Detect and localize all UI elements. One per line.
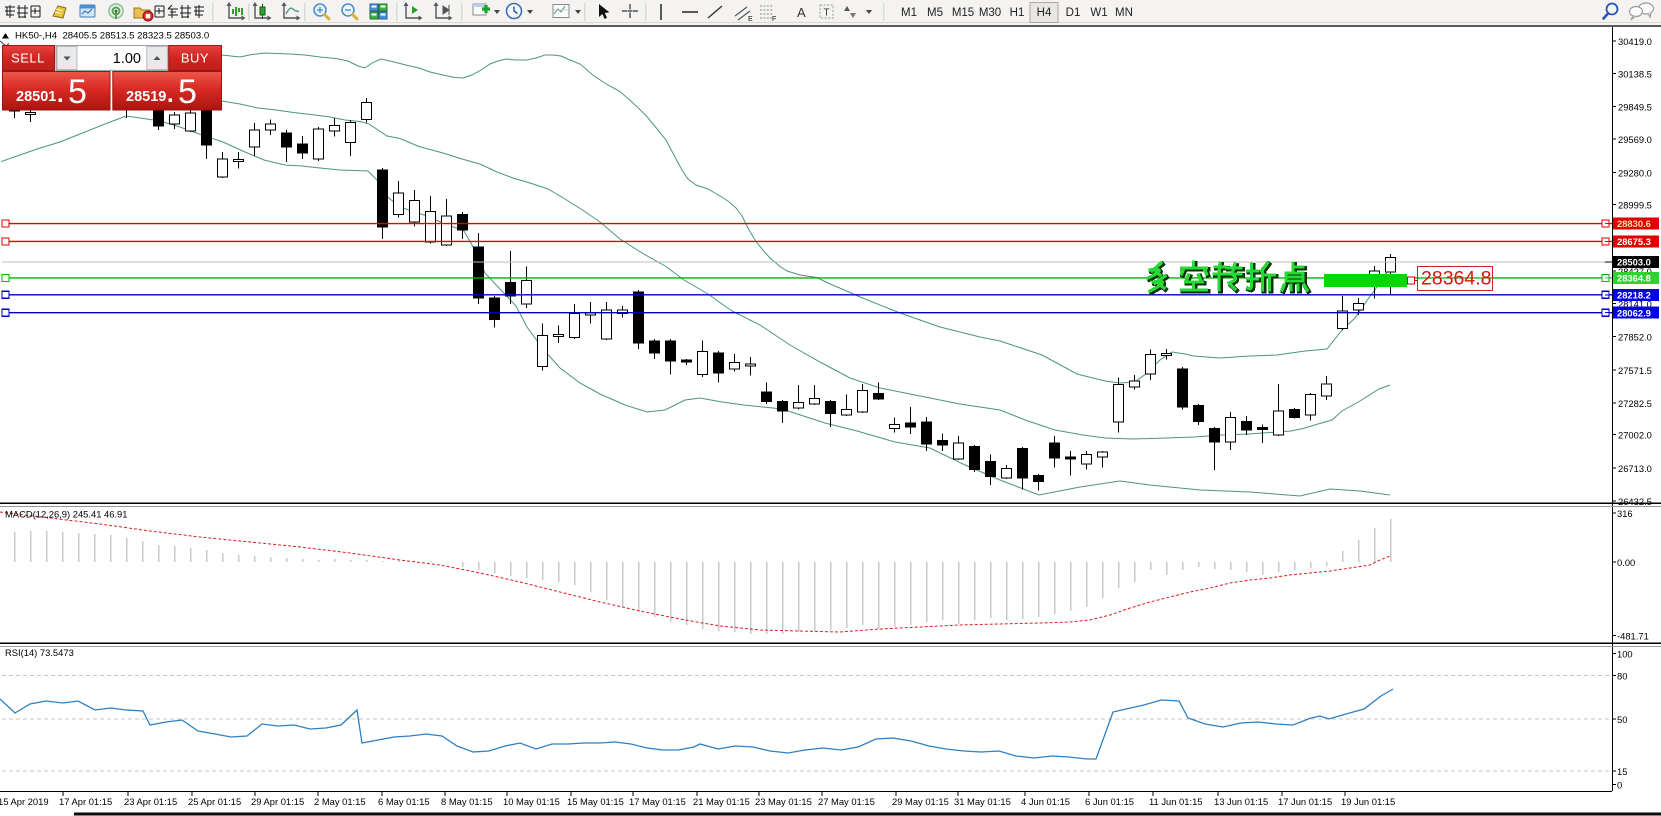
svg-text:17 Apr 01:15: 17 Apr 01:15 [59, 796, 112, 807]
svg-text:D1: D1 [1066, 7, 1081, 19]
svg-text:5: 5 [178, 73, 197, 111]
svg-text:RSI(14) 73.5473: RSI(14) 73.5473 [5, 647, 74, 658]
svg-text:19 Jun 01:15: 19 Jun 01:15 [1341, 796, 1395, 807]
svg-text:28427.0: 28427.0 [1618, 266, 1652, 277]
svg-text:15 May 01:15: 15 May 01:15 [567, 796, 624, 807]
svg-text:2 May 01:15: 2 May 01:15 [314, 796, 366, 807]
svg-text:28141.0: 28141.0 [1618, 299, 1652, 310]
svg-text:-481.71: -481.71 [1617, 631, 1649, 642]
svg-text:23 May 01:15: 23 May 01:15 [755, 796, 812, 807]
svg-text:.: . [167, 81, 174, 108]
svg-text:0.00: 0.00 [1617, 557, 1635, 568]
svg-text:28218.2: 28218.2 [1617, 289, 1651, 300]
svg-text:28999.5: 28999.5 [1618, 200, 1652, 211]
svg-text:27282.5: 27282.5 [1618, 398, 1652, 409]
svg-text:6 May 01:15: 6 May 01:15 [378, 796, 430, 807]
svg-text:6 Jun 01:15: 6 Jun 01:15 [1085, 796, 1134, 807]
svg-text:27852.0: 27852.0 [1618, 332, 1652, 343]
svg-text:316: 316 [1617, 508, 1633, 519]
svg-text:30138.5: 30138.5 [1618, 68, 1652, 79]
svg-text:17 Jun 01:15: 17 Jun 01:15 [1278, 796, 1332, 807]
svg-text:E: E [748, 16, 753, 23]
svg-text:H1: H1 [1010, 7, 1025, 19]
svg-text:29 May 01:15: 29 May 01:15 [892, 796, 949, 807]
svg-text:27002.0: 27002.0 [1618, 430, 1652, 441]
svg-text:MN: MN [1115, 7, 1133, 19]
svg-text:31 May 01:15: 31 May 01:15 [954, 796, 1011, 807]
svg-text:50: 50 [1617, 714, 1627, 725]
svg-text:29569.0: 29569.0 [1618, 134, 1652, 145]
svg-text:M5: M5 [927, 7, 943, 19]
svg-text:28830.6: 28830.6 [1617, 218, 1651, 229]
svg-text:15 Apr 2019: 15 Apr 2019 [0, 796, 49, 807]
svg-text:26713.0: 26713.0 [1618, 463, 1652, 474]
svg-text:28519: 28519 [126, 89, 166, 105]
svg-text:0: 0 [1617, 780, 1622, 791]
svg-text:.: . [57, 81, 64, 108]
svg-text:1.00: 1.00 [113, 51, 141, 67]
svg-text:27571.5: 27571.5 [1618, 365, 1652, 376]
svg-text:100: 100 [1617, 649, 1633, 660]
svg-text:29 Apr 01:15: 29 Apr 01:15 [251, 796, 304, 807]
svg-text:5: 5 [68, 73, 87, 111]
svg-text:M1: M1 [901, 7, 917, 19]
svg-text:10 May 01:15: 10 May 01:15 [503, 796, 560, 807]
svg-text:15: 15 [1617, 766, 1627, 777]
svg-text:SELL: SELL [11, 51, 45, 66]
svg-text:11 Jun 01:15: 11 Jun 01:15 [1149, 796, 1203, 807]
svg-text:28062.9: 28062.9 [1617, 307, 1651, 318]
svg-text:27 May 01:15: 27 May 01:15 [818, 796, 875, 807]
svg-text:A: A [797, 5, 806, 20]
svg-text:21 May 01:15: 21 May 01:15 [693, 796, 750, 807]
svg-text:29280.0: 29280.0 [1618, 167, 1652, 178]
svg-text:28503.0: 28503.0 [1617, 257, 1651, 268]
svg-text:25 Apr 01:15: 25 Apr 01:15 [188, 796, 241, 807]
svg-text:M30: M30 [979, 7, 1001, 19]
svg-text:23 Apr 01:15: 23 Apr 01:15 [124, 796, 177, 807]
svg-text:M15: M15 [952, 7, 974, 19]
svg-text:80: 80 [1617, 671, 1627, 682]
svg-text:H4: H4 [1037, 7, 1052, 19]
svg-text:8 May 01:15: 8 May 01:15 [441, 796, 493, 807]
svg-text:30419.0: 30419.0 [1618, 36, 1652, 47]
svg-text:BUY: BUY [181, 51, 209, 66]
svg-text:17 May 01:15: 17 May 01:15 [629, 796, 686, 807]
svg-text:13 Jun 01:15: 13 Jun 01:15 [1214, 796, 1268, 807]
svg-text:HK50-,H4 28405.5 28513.5 2832: HK50-,H4 28405.5 28513.5 28323.5 28503.0 [15, 31, 209, 42]
svg-text:26432.5: 26432.5 [1618, 496, 1652, 507]
svg-text:MACD(12,26,9) 245.41 46.91: MACD(12,26,9) 245.41 46.91 [5, 509, 127, 520]
svg-text:F: F [772, 16, 776, 23]
svg-text:28501: 28501 [16, 89, 56, 105]
svg-text:28364.8: 28364.8 [1421, 268, 1492, 290]
svg-text:4 Jun 01:15: 4 Jun 01:15 [1021, 796, 1070, 807]
svg-text:29849.5: 29849.5 [1618, 102, 1652, 113]
svg-text:28675.3: 28675.3 [1617, 236, 1651, 247]
svg-text:T: T [824, 8, 830, 19]
svg-text:W1: W1 [1090, 7, 1107, 19]
svg-text:28364.8: 28364.8 [1617, 273, 1651, 284]
